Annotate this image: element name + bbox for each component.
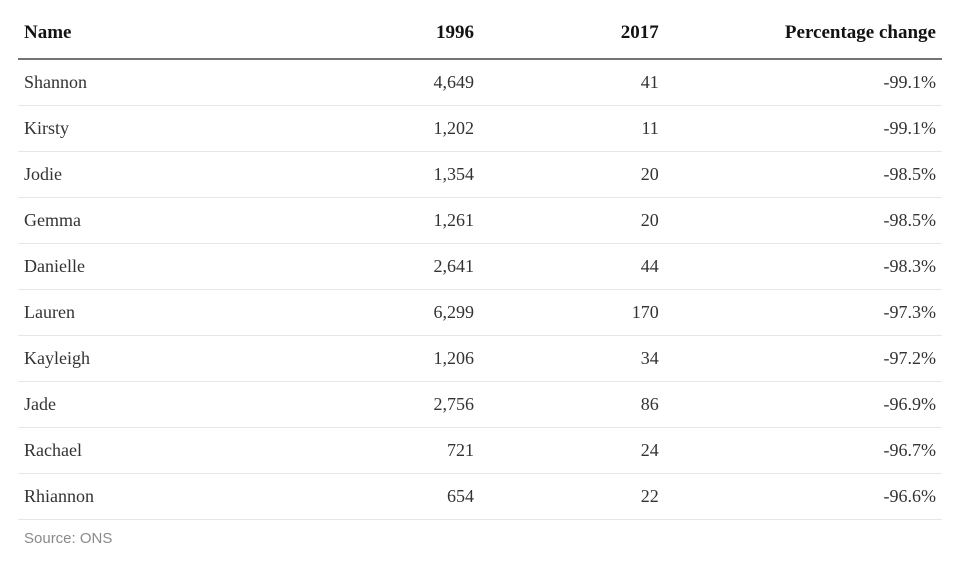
cell-2017: 86 [480, 382, 665, 428]
cell-2017: 20 [480, 152, 665, 198]
cell-name: Rhiannon [18, 474, 295, 520]
table-row: Jade 2,756 86 -96.9% [18, 382, 942, 428]
cell-2017: 34 [480, 336, 665, 382]
cell-1996: 721 [295, 428, 480, 474]
table-row: Rhiannon 654 22 -96.6% [18, 474, 942, 520]
table-row: Gemma 1,261 20 -98.5% [18, 198, 942, 244]
table-source-row: Source: ONS [18, 520, 942, 554]
table-row: Kirsty 1,202 11 -99.1% [18, 106, 942, 152]
col-header-change: Percentage change [665, 14, 942, 59]
cell-name: Jodie [18, 152, 295, 198]
col-header-name: Name [18, 14, 295, 59]
cell-change: -99.1% [665, 59, 942, 106]
cell-change: -98.5% [665, 152, 942, 198]
table-row: Jodie 1,354 20 -98.5% [18, 152, 942, 198]
cell-1996: 6,299 [295, 290, 480, 336]
cell-change: -97.2% [665, 336, 942, 382]
cell-name: Rachael [18, 428, 295, 474]
cell-2017: 24 [480, 428, 665, 474]
cell-change: -99.1% [665, 106, 942, 152]
cell-1996: 1,261 [295, 198, 480, 244]
table-row: Danielle 2,641 44 -98.3% [18, 244, 942, 290]
col-header-1996: 1996 [295, 14, 480, 59]
table-container: Name 1996 2017 Percentage change Shannon… [0, 0, 960, 563]
cell-change: -96.7% [665, 428, 942, 474]
table-header-row: Name 1996 2017 Percentage change [18, 14, 942, 59]
cell-change: -97.3% [665, 290, 942, 336]
table-row: Lauren 6,299 170 -97.3% [18, 290, 942, 336]
cell-1996: 2,756 [295, 382, 480, 428]
cell-name: Shannon [18, 59, 295, 106]
cell-2017: 170 [480, 290, 665, 336]
cell-name: Danielle [18, 244, 295, 290]
cell-name: Lauren [18, 290, 295, 336]
cell-2017: 41 [480, 59, 665, 106]
table-row: Kayleigh 1,206 34 -97.2% [18, 336, 942, 382]
cell-2017: 44 [480, 244, 665, 290]
names-table: Name 1996 2017 Percentage change Shannon… [18, 14, 942, 553]
cell-name: Jade [18, 382, 295, 428]
cell-1996: 4,649 [295, 59, 480, 106]
cell-name: Gemma [18, 198, 295, 244]
cell-change: -96.6% [665, 474, 942, 520]
cell-change: -98.3% [665, 244, 942, 290]
cell-1996: 2,641 [295, 244, 480, 290]
cell-2017: 22 [480, 474, 665, 520]
cell-2017: 20 [480, 198, 665, 244]
cell-change: -98.5% [665, 198, 942, 244]
cell-1996: 654 [295, 474, 480, 520]
cell-1996: 1,206 [295, 336, 480, 382]
cell-change: -96.9% [665, 382, 942, 428]
cell-2017: 11 [480, 106, 665, 152]
cell-name: Kayleigh [18, 336, 295, 382]
cell-1996: 1,354 [295, 152, 480, 198]
cell-name: Kirsty [18, 106, 295, 152]
source-label: Source: ONS [18, 520, 942, 554]
table-row: Rachael 721 24 -96.7% [18, 428, 942, 474]
table-row: Shannon 4,649 41 -99.1% [18, 59, 942, 106]
col-header-2017: 2017 [480, 14, 665, 59]
cell-1996: 1,202 [295, 106, 480, 152]
